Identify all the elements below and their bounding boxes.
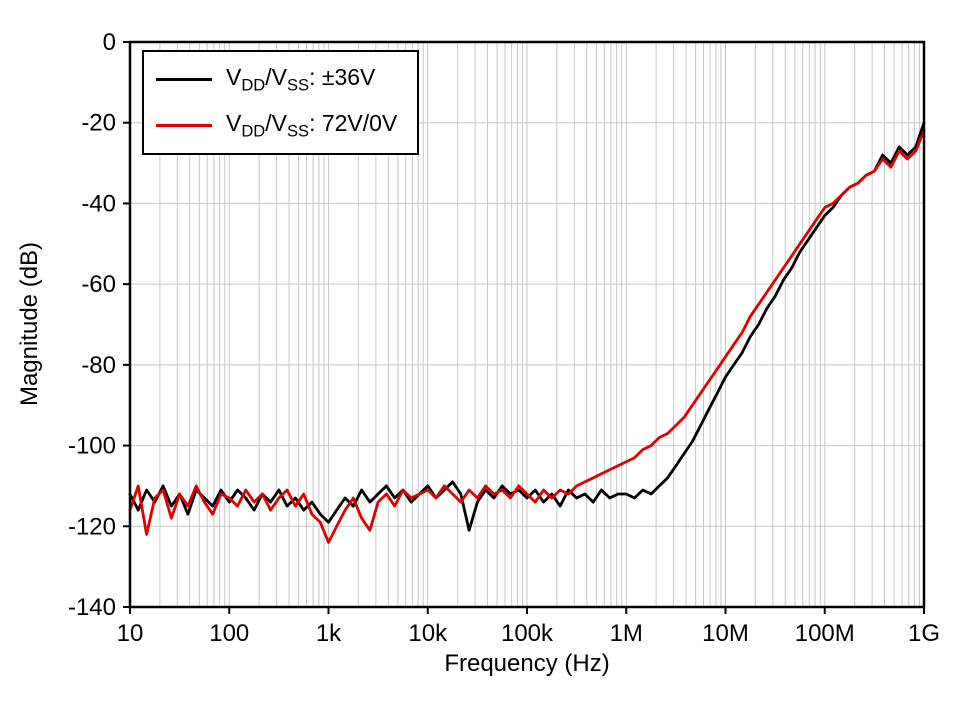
y-tick-label: -140 [68,594,116,621]
x-tick-label: 1k [316,620,342,647]
y-tick-label: -100 [68,433,116,460]
legend-item: VDD/VSS: 72V/0V [156,110,397,142]
x-tick-label: 1G [908,620,940,647]
y-tick-label: -60 [81,271,116,298]
x-tick-label: 1M [610,620,643,647]
y-tick-label: -20 [81,110,116,137]
legend-label: VDD/VSS: 72V/0V [226,109,398,141]
series-vdd-vss-72v-0v [128,129,926,544]
y-axis-title: Magnitude (dB) [16,241,43,407]
x-tick-label: 100 [209,620,249,647]
x-tick-label: 10 [117,620,144,647]
axis-ticks [123,41,925,614]
y-tick-label: -40 [81,190,116,217]
legend-swatch-line [156,123,212,127]
x-tick-label: 100k [501,620,554,647]
x-axis-title: Frequency (Hz) [444,650,610,677]
legend-swatch-line [156,78,212,82]
x-tick-label: 10k [408,620,448,647]
x-tick-label: 100M [795,620,855,647]
axis-tick-labels: 10 100 1k 10k 100k 1M 10M 100M 1G 0 -20 -40 -60 -80 -1… [68,29,940,647]
legend-item: VDD/VSS: ±36V [156,64,397,96]
x-tick-label: 10M [702,620,749,647]
y-tick-label: -120 [68,513,116,540]
legend: VDD/VSS: ±36V VDD/VSS: 72V/0V [142,50,420,156]
legend-label: VDD/VSS: ±36V [226,64,376,95]
y-tick-label: 0 [103,29,116,56]
y-tick-label: -80 [81,352,116,379]
